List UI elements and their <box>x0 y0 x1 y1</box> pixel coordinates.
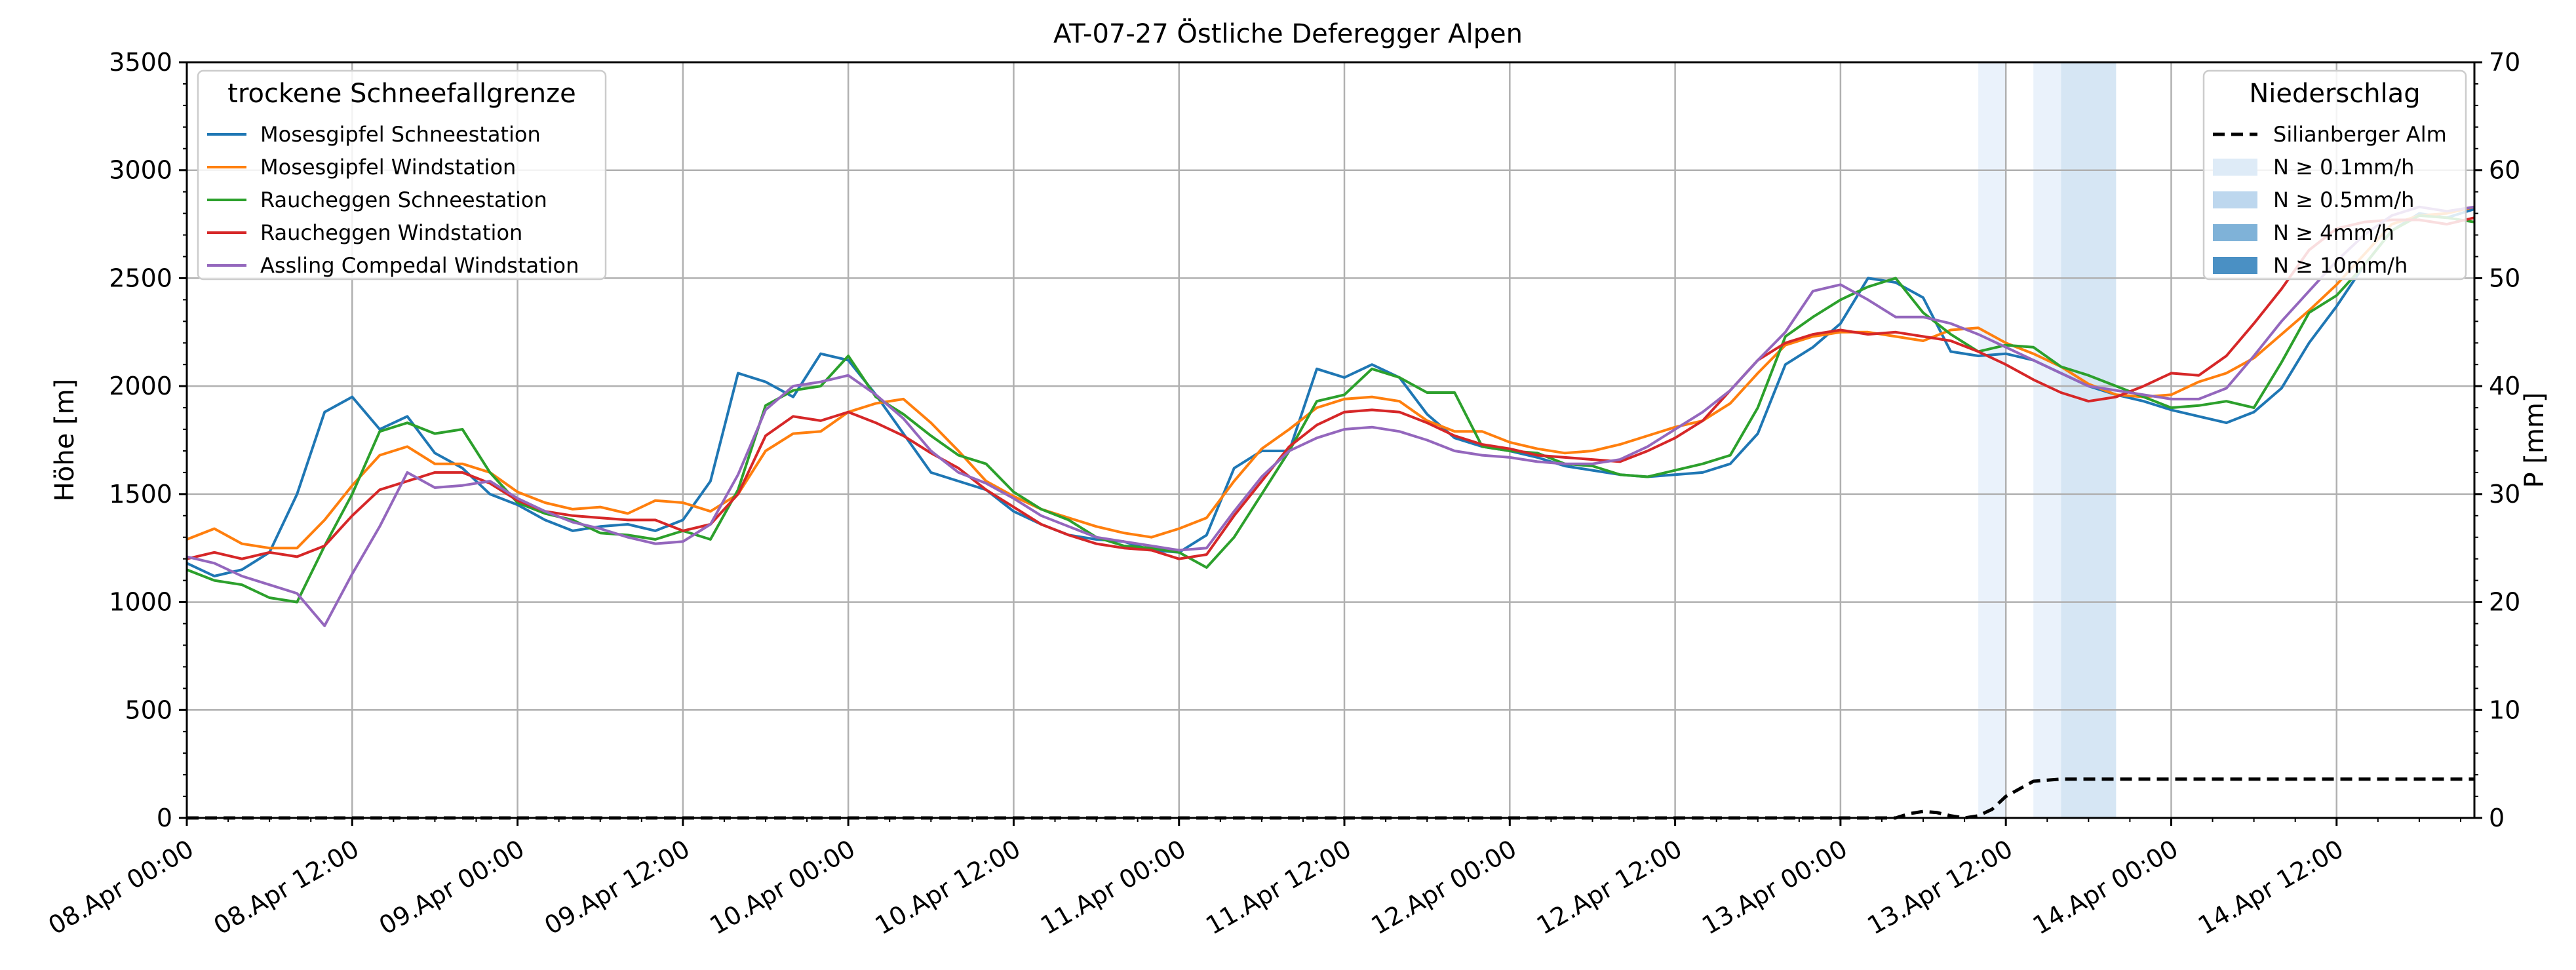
legend-right-label: N ≥ 0.1mm/h <box>2273 155 2414 180</box>
legend-left-label: Raucheggen Schneestation <box>260 187 547 212</box>
plot-frame <box>185 61 2476 819</box>
legend-right-label: Silianberger Alm <box>2273 122 2447 147</box>
legend-right-label: N ≥ 4mm/h <box>2273 220 2394 245</box>
y-axis-title: Höhe [m] <box>50 379 80 501</box>
y-tick-label: 3000 <box>109 156 172 185</box>
y-tick-label: 3500 <box>109 48 172 77</box>
y2-tick-label: 20 <box>2489 588 2520 617</box>
precipitation-bands <box>1978 62 2117 818</box>
legend-left-box <box>197 69 607 281</box>
y-tick-label: 2000 <box>109 372 172 400</box>
series-line <box>186 216 2475 560</box>
y2-tick-label: 60 <box>2489 156 2520 185</box>
y2-axis-title: P [mm] <box>2520 393 2550 488</box>
legend-right-label: N ≥ 10mm/h <box>2273 253 2408 278</box>
legend-right-box <box>2202 69 2467 281</box>
chart-title: AT-07-27 Östliche Deferegger Alpen <box>1053 18 1523 49</box>
y-tick-label: 0 <box>157 804 172 832</box>
y-tick-label: 1500 <box>109 480 172 509</box>
legend-left-label: Mosesgipfel Windstation <box>260 155 516 180</box>
series-line <box>186 214 2475 604</box>
y2-tick-label: 30 <box>2489 480 2520 509</box>
y-tick-label: 2500 <box>109 263 172 292</box>
series-line <box>186 205 2475 627</box>
y2-tick-label: 70 <box>2489 48 2520 77</box>
legend-left-label: Raucheggen Windstation <box>260 220 522 245</box>
legend-right-swatch <box>2213 224 2257 241</box>
precip-band <box>2033 62 2061 818</box>
legends: trockene Schneefallgrenze Mosesgipfel Sch… <box>197 69 2467 281</box>
y-tick-label: 500 <box>125 695 172 724</box>
y2-tick-label: 40 <box>2489 372 2520 400</box>
legend-right-label: N ≥ 0.5mm/h <box>2273 187 2414 212</box>
y2-tick-label: 50 <box>2489 263 2520 292</box>
legend-right-title: Niederschlag <box>2249 79 2420 109</box>
precip-band <box>2061 62 2117 818</box>
y2-tick-label: 10 <box>2489 695 2520 724</box>
legend-left-label: Assling Compedal Windstation <box>260 253 579 278</box>
series-lines <box>186 205 2475 820</box>
legend-left-title: trockene Schneefallgrenze <box>227 79 576 109</box>
legend-left-label: Mosesgipfel Schneestation <box>260 122 541 147</box>
legend-right-swatch <box>2213 257 2257 274</box>
legend-right-swatch <box>2213 159 2257 176</box>
y-tick-label: 1000 <box>109 588 172 617</box>
legend-right-swatch <box>2213 191 2257 208</box>
y2-tick-label: 0 <box>2489 804 2505 832</box>
precip-band <box>1978 62 2006 818</box>
